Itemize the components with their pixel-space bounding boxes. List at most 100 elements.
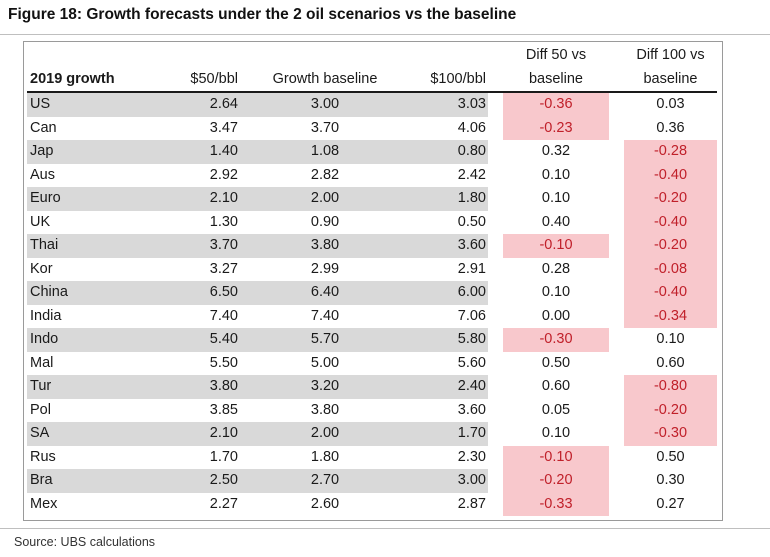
bottom-divider [0, 528, 770, 529]
table-row: Can 3.47 3.70 4.06 -0.23 0.36 [27, 116, 717, 140]
value-baseline-cell: 3.00 [242, 92, 388, 117]
diff-100-cell: -0.20 [624, 187, 717, 211]
gap-cell [609, 469, 624, 493]
source-note: Source: UBS calculations [14, 535, 156, 549]
value-50-bbl-cell: 1.70 [209, 448, 238, 465]
value-100-bbl-cell: 1.70 [388, 422, 488, 446]
diff-100-cell: 0.30 [656, 472, 685, 489]
diff-100-cell: -0.08 [624, 257, 717, 281]
value-100-bbl-cell: 0.50 [457, 213, 486, 230]
diff-100-cell: 0.10 [656, 331, 685, 348]
value-100-bbl-cell: 5.60 [457, 354, 486, 371]
gap-cell [488, 375, 503, 399]
value-baseline-cell: 1.08 [242, 140, 388, 164]
gap-cell [609, 187, 624, 211]
gap-cell [609, 211, 624, 235]
header-growth-baseline: Growth baseline [242, 67, 388, 93]
header-diff-100-bottom: baseline [624, 67, 717, 93]
value-100-bbl-cell: 3.60 [388, 234, 488, 258]
header-diff-100-top: Diff 100 vs [636, 47, 705, 63]
country-cell: US [27, 92, 147, 117]
header-row: 2019 growth $50/bbl Growth baseline $100… [27, 67, 717, 93]
country-cell: Thai [27, 234, 147, 258]
gap-cell [488, 352, 503, 376]
value-50-bbl-cell: 3.27 [209, 260, 238, 277]
table-row: Rus 1.70 1.80 2.30 -0.10 0.50 [27, 445, 717, 470]
table-row: Euro 2.10 2.00 1.80 0.10 -0.20 [27, 187, 717, 211]
value-baseline-cell: 2.82 [310, 166, 340, 183]
value-baseline-cell: 0.90 [310, 213, 340, 230]
diff-50-cell: -0.23 [503, 116, 609, 140]
country-cell: Jap [27, 140, 147, 164]
table-frame [23, 41, 723, 521]
value-baseline-cell: 3.20 [242, 375, 388, 399]
value-100-bbl-cell: 2.42 [457, 166, 486, 183]
country-cell: UK [30, 213, 51, 230]
value-100-bbl-cell: 1.80 [388, 187, 488, 211]
diff-50-cell: 0.10 [541, 425, 571, 442]
diff-50-cell: 0.60 [541, 378, 571, 395]
gap-cell [488, 469, 503, 493]
country-cell: India [30, 307, 62, 324]
table-row: US 2.64 3.00 3.03 -0.36 0.03 [27, 92, 717, 117]
country-cell: Kor [30, 260, 53, 277]
table-row: India 7.40 7.40 7.06 0.00 -0.34 [27, 304, 717, 328]
diff-50-cell: 0.10 [541, 166, 571, 183]
diff-50-cell: 0.00 [541, 307, 571, 324]
diff-100-cell: -0.34 [624, 304, 717, 328]
gap-cell [609, 399, 624, 423]
value-50-bbl-cell: 1.40 [147, 140, 242, 164]
value-100-bbl-cell: 0.80 [388, 140, 488, 164]
gap-cell [488, 493, 503, 517]
value-100-bbl-cell: 6.00 [388, 281, 488, 305]
diff-100-cell: -0.28 [624, 140, 717, 164]
value-100-bbl-cell: 3.00 [388, 469, 488, 493]
value-50-bbl-cell: 2.10 [147, 422, 242, 446]
country-cell: Indo [27, 328, 147, 352]
value-50-bbl-cell: 5.40 [147, 328, 242, 352]
value-50-bbl-cell: 2.50 [147, 469, 242, 493]
gap-cell [609, 164, 624, 188]
value-baseline-cell: 6.40 [242, 281, 388, 305]
value-50-bbl-cell: 2.92 [209, 166, 238, 183]
value-50-bbl-cell: 3.47 [209, 119, 238, 136]
top-divider [0, 34, 770, 35]
gap-cell [488, 422, 503, 446]
diff-50-cell: -0.10 [503, 445, 609, 469]
gap-cell [609, 352, 624, 376]
table-row: Thai 3.70 3.80 3.60 -0.10 -0.20 [27, 234, 717, 258]
diff-50-cell: -0.33 [503, 492, 609, 516]
figure-title: Figure 18: Growth forecasts under the 2 … [8, 6, 517, 23]
value-50-bbl-cell: 3.85 [209, 401, 238, 418]
value-baseline-cell: 2.00 [242, 187, 388, 211]
table-row: China 6.50 6.40 6.00 0.10 -0.40 [27, 281, 717, 305]
value-50-bbl-cell: 2.64 [147, 92, 242, 117]
gap-cell [609, 446, 624, 470]
header-row-top: Diff 50 vs Diff 100 vs [27, 44, 717, 67]
country-cell: Euro [27, 187, 147, 211]
table-row: Kor 3.27 2.99 2.91 0.28 -0.08 [27, 257, 717, 281]
diff-50-cell: -0.36 [503, 92, 609, 117]
country-cell: Mex [30, 495, 58, 512]
country-cell: Tur [27, 375, 147, 399]
country-cell: China [27, 281, 147, 305]
diff-50-cell: 0.10 [541, 284, 571, 301]
diff-50-cell: 0.40 [541, 213, 571, 230]
gap-cell [488, 187, 503, 211]
diff-100-cell: -0.20 [624, 398, 717, 422]
table-row: UK 1.30 0.90 0.50 0.40 -0.40 [27, 210, 717, 235]
diff-100-cell: -0.20 [624, 234, 717, 258]
table-row: Aus 2.92 2.82 2.42 0.10 -0.40 [27, 163, 717, 188]
value-50-bbl-cell: 6.50 [147, 281, 242, 305]
table-row: Indo 5.40 5.70 5.80 -0.30 0.10 [27, 328, 717, 352]
gap-cell [609, 234, 624, 258]
country-cell: Aus [30, 166, 55, 183]
country-cell: Bra [27, 469, 147, 493]
diff-50-cell: -0.20 [503, 469, 609, 493]
value-50-bbl-cell: 3.70 [147, 234, 242, 258]
diff-100-cell: -0.40 [624, 163, 717, 187]
diff-100-cell: 0.60 [656, 354, 685, 371]
value-100-bbl-cell: 5.80 [388, 328, 488, 352]
value-100-bbl-cell: 3.03 [388, 92, 488, 117]
value-50-bbl-cell: 7.40 [209, 307, 238, 324]
